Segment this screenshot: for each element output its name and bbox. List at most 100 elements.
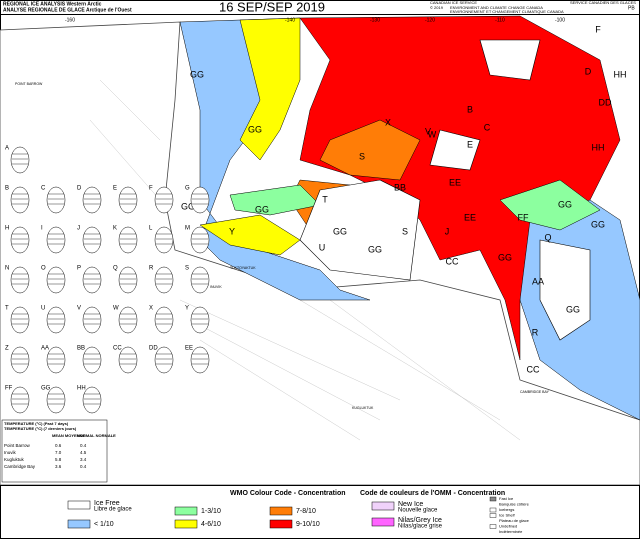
- region-label: Q: [544, 232, 551, 242]
- egg-letter: K: [113, 226, 117, 232]
- egg-oval: [82, 306, 102, 334]
- egg-letter: P: [77, 266, 81, 272]
- region-label: W: [428, 129, 437, 139]
- region-label: CC: [446, 256, 459, 266]
- temp-cell: 7.0: [55, 450, 62, 455]
- small-label: Banquise côtière: [499, 502, 530, 507]
- egg-oval: [82, 186, 102, 214]
- region-label: HH: [592, 142, 605, 152]
- region-label: D: [585, 66, 592, 76]
- longitude-label: -130: [370, 17, 380, 23]
- legend-label: Ice Free: [94, 500, 120, 507]
- egg-oval: [118, 226, 138, 254]
- agency-fr: SERVICE CANADIEN DES GLACES: [570, 0, 636, 5]
- legend-title-fr: Code de couleurs de l'OMM - Concentratio…: [360, 490, 505, 497]
- temp-cell: 0.4: [80, 443, 87, 448]
- title-fr: ANALYSE REGIONALE DE GLACE Arctique de l…: [3, 7, 132, 13]
- egg-letter: V: [77, 306, 81, 312]
- egg-oval: [154, 266, 174, 294]
- small-swatch: [489, 513, 497, 518]
- egg-letter: O: [41, 266, 46, 272]
- egg-letter: Q: [113, 266, 118, 272]
- egg-letter: Z: [5, 346, 9, 352]
- region-label: CC: [527, 364, 540, 374]
- small-label: Plateau de glace: [499, 518, 530, 523]
- temp-col: MEAN MOYENNE: [52, 433, 85, 438]
- legend-label: 9-10/10: [296, 521, 320, 528]
- egg-letter: N: [5, 266, 9, 272]
- region-label: GG: [190, 69, 204, 79]
- temp-cell: 0.6: [55, 443, 62, 448]
- region-label: AA: [532, 276, 544, 286]
- temp-title: TEMPERATURE (°C) (Past 7 days): [4, 421, 69, 426]
- area-1-3: [229, 184, 321, 216]
- region-label: S: [402, 226, 408, 236]
- egg-oval: [46, 346, 66, 374]
- temp-cell: 0.4: [80, 464, 87, 469]
- egg-letter: B: [5, 186, 9, 192]
- region-label: B: [467, 104, 473, 114]
- longitude-label: -110: [495, 17, 505, 23]
- egg-letter: BB: [77, 346, 85, 352]
- small-label: Fast Ice: [499, 496, 514, 501]
- temp-cell: Point Barrow: [4, 443, 31, 448]
- legend-label: 1-3/10: [201, 508, 221, 515]
- legend-swatch: [67, 500, 91, 510]
- egg-oval: [10, 226, 30, 254]
- title-en: REGIONAL ICE ANALYSIS Western Arctic: [3, 1, 102, 7]
- egg-oval: [10, 306, 30, 334]
- region-label: U: [319, 242, 326, 252]
- egg-oval: [82, 266, 102, 294]
- region-label: Y: [229, 226, 235, 236]
- region-label: EE: [464, 212, 476, 222]
- egg-oval: [190, 346, 210, 374]
- egg-oval: [10, 186, 30, 214]
- region-label: E: [467, 139, 473, 149]
- island: [429, 129, 481, 171]
- code: PB: [628, 5, 635, 11]
- temp-title-fr: TEMPERATURE (°C) (7 derniers jours): [4, 426, 77, 431]
- legend-swatch: [174, 506, 198, 516]
- egg-oval: [82, 386, 102, 414]
- region-label: BB: [394, 182, 406, 192]
- area-9-10: [299, 15, 621, 361]
- egg-oval: [10, 146, 30, 174]
- region-label: GG: [566, 304, 580, 314]
- table-frame: [1, 419, 108, 483]
- date: 16 SEP/SEP 2019: [219, 0, 325, 14]
- legend-label-fr: Libre de glace: [94, 507, 132, 513]
- region-label: GG: [248, 124, 262, 134]
- region-label: GG: [181, 201, 195, 211]
- egg-letter: U: [41, 306, 45, 312]
- egg-oval: [10, 346, 30, 374]
- egg-oval: [46, 386, 66, 414]
- region-label: DD: [599, 97, 612, 107]
- egg-letter: S: [185, 266, 189, 272]
- island: [299, 179, 421, 281]
- egg-oval: [10, 386, 30, 414]
- egg-letter: Y: [185, 306, 189, 312]
- egg-oval: [46, 186, 66, 214]
- legend-frame: [0, 485, 640, 539]
- egg-letter: D: [77, 186, 82, 192]
- legend-swatch: [67, 519, 91, 529]
- dept-fr: ENVIRONNEMENT ET CHANGEMENT CLIMATIQUE C…: [450, 9, 564, 14]
- place-label: INUVIK: [210, 285, 222, 289]
- egg-oval: [118, 346, 138, 374]
- legend-label-fr: Nilas/glace grise: [398, 524, 443, 530]
- egg-oval: [154, 226, 174, 254]
- egg-oval: [118, 266, 138, 294]
- region-label: J: [445, 226, 450, 236]
- egg-letter: M: [185, 226, 190, 232]
- area-7-8: [319, 119, 421, 181]
- legend-swatch: [174, 519, 198, 529]
- egg-oval: [46, 306, 66, 334]
- temp-col: NORMAL NORMALE: [77, 433, 116, 438]
- egg-letter: J: [77, 226, 80, 232]
- small-swatch: [489, 507, 497, 513]
- region-label: FF: [518, 212, 529, 222]
- egg-letter: R: [149, 266, 154, 272]
- egg-oval: [118, 306, 138, 334]
- legend-label-fr: Nouvelle glace: [398, 508, 438, 514]
